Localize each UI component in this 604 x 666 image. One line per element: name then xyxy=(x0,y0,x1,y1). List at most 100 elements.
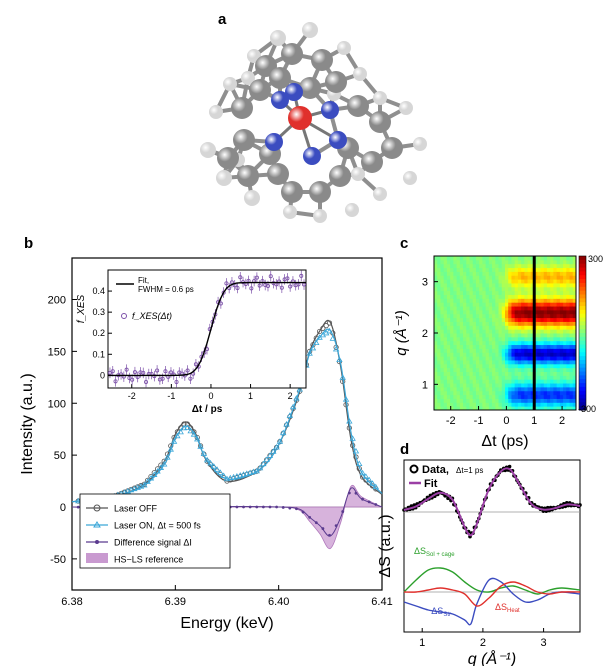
heatmap-cell xyxy=(540,356,545,361)
heatmap-cell xyxy=(550,390,554,396)
heatmap-cell xyxy=(508,325,512,330)
heatmap-cell xyxy=(563,256,567,261)
heatmap-cell xyxy=(440,286,445,292)
heatmap-cell xyxy=(543,313,548,319)
heatmap-cell xyxy=(488,336,493,342)
heatmap-cell xyxy=(566,336,571,342)
heatmap-cell xyxy=(450,398,454,403)
heatmap-cell xyxy=(553,375,558,380)
heatmap-cell xyxy=(556,375,561,380)
heatmap-cell xyxy=(450,263,454,269)
heatmap-cell xyxy=(569,267,574,272)
heatmap-cell xyxy=(495,309,500,315)
heatmap-cell xyxy=(472,363,477,369)
heatmap-cell xyxy=(556,313,561,319)
heatmap-cell xyxy=(434,336,438,342)
heatmap-cell xyxy=(546,367,551,372)
heatmap-cell xyxy=(540,352,545,357)
heatmap-cell xyxy=(559,390,564,396)
heatmap-cell xyxy=(566,325,571,330)
inset-x-tick-label: 0 xyxy=(208,391,213,401)
heatmap-cell xyxy=(524,271,529,276)
heatmap-cell xyxy=(540,359,545,365)
heatmap-cell xyxy=(546,271,551,276)
heatmap-cell xyxy=(488,402,493,407)
heatmap-cell xyxy=(517,275,522,280)
heatmap-cell xyxy=(479,367,483,372)
heatmap-cell xyxy=(459,298,464,303)
heatmap-cell xyxy=(485,336,490,342)
heatmap-cell xyxy=(550,352,554,357)
heatmap-cell xyxy=(459,359,464,365)
heatmap-cell xyxy=(517,313,522,319)
heatmap-cell xyxy=(514,329,519,334)
heatmap-cell xyxy=(459,333,464,338)
heatmap-cell xyxy=(456,259,461,265)
heatmap-cell xyxy=(469,363,474,369)
heatmap-cell xyxy=(479,263,483,269)
heatmap-cell xyxy=(482,282,487,288)
heatmap-cell xyxy=(559,329,564,334)
heatmap-cell xyxy=(559,275,564,280)
heatmap-cell xyxy=(546,363,551,369)
laser-on-marker xyxy=(362,473,370,479)
heatmap-cell xyxy=(563,321,567,326)
laser-on-marker xyxy=(190,431,198,437)
heatmap-cell xyxy=(566,367,571,372)
heatmap-cell xyxy=(479,356,483,361)
heatmap-cell xyxy=(492,271,496,276)
heatmap-cell xyxy=(559,367,564,372)
carbon-atom xyxy=(311,49,333,71)
hydrogen-atom xyxy=(209,105,223,119)
heatmap-cell xyxy=(498,371,503,376)
heatmap-cell xyxy=(559,394,564,399)
heatmap-cell xyxy=(485,317,490,322)
heatmap-cell xyxy=(517,282,522,288)
heatmap-cell xyxy=(453,386,458,392)
heatmap-cell xyxy=(530,367,535,372)
heatmap-cell xyxy=(434,298,438,303)
heatmap-cell xyxy=(488,359,493,365)
heatmap-cell xyxy=(440,256,445,261)
heatmap-cell xyxy=(566,390,571,396)
heatmap-cell xyxy=(495,394,500,399)
heatmap-cell xyxy=(456,282,461,288)
heatmap-cell xyxy=(511,282,516,288)
heatmap-cell xyxy=(530,259,535,265)
heatmap-cell xyxy=(501,340,506,346)
hydrogen-atom xyxy=(283,205,297,219)
heatmap-cell xyxy=(514,267,519,272)
heatmap-cell xyxy=(482,356,487,361)
heatmap-cell xyxy=(505,375,509,380)
heatmap-cell xyxy=(559,321,564,326)
heatmap-cell xyxy=(450,321,454,326)
heatmap-cell xyxy=(472,325,477,330)
heatmap-cell xyxy=(453,263,458,269)
heatmap-cell xyxy=(511,344,516,349)
heatmap-cell xyxy=(505,394,509,399)
heatmap-cell xyxy=(563,333,567,338)
heatmap-cell xyxy=(556,363,561,369)
plot-frame xyxy=(71,257,383,591)
heatmap-cell xyxy=(472,259,477,265)
heatmap-cell xyxy=(472,321,477,326)
heatmap-cell xyxy=(572,306,577,311)
heatmap-cell xyxy=(527,352,532,357)
heatmap-cell xyxy=(446,329,451,334)
heatmap-cell xyxy=(559,286,564,292)
heatmap-cell xyxy=(501,271,506,276)
heatmap-cell xyxy=(563,286,567,292)
heatmap-cell xyxy=(456,402,461,407)
heatmap-cell xyxy=(550,359,554,365)
heatmap-cell xyxy=(524,279,529,284)
heatmap-cell xyxy=(514,286,519,292)
heatmap-cell xyxy=(475,344,480,349)
heatmap-cell xyxy=(521,379,525,384)
hydrogen-atom xyxy=(413,137,427,151)
heatmap-cell xyxy=(517,306,522,311)
heatmap-cell xyxy=(566,290,571,295)
heatmap-cell xyxy=(569,383,574,388)
heatmap-cell xyxy=(456,325,461,330)
heatmap-cell xyxy=(559,333,564,338)
heatmap-cell xyxy=(440,325,445,330)
